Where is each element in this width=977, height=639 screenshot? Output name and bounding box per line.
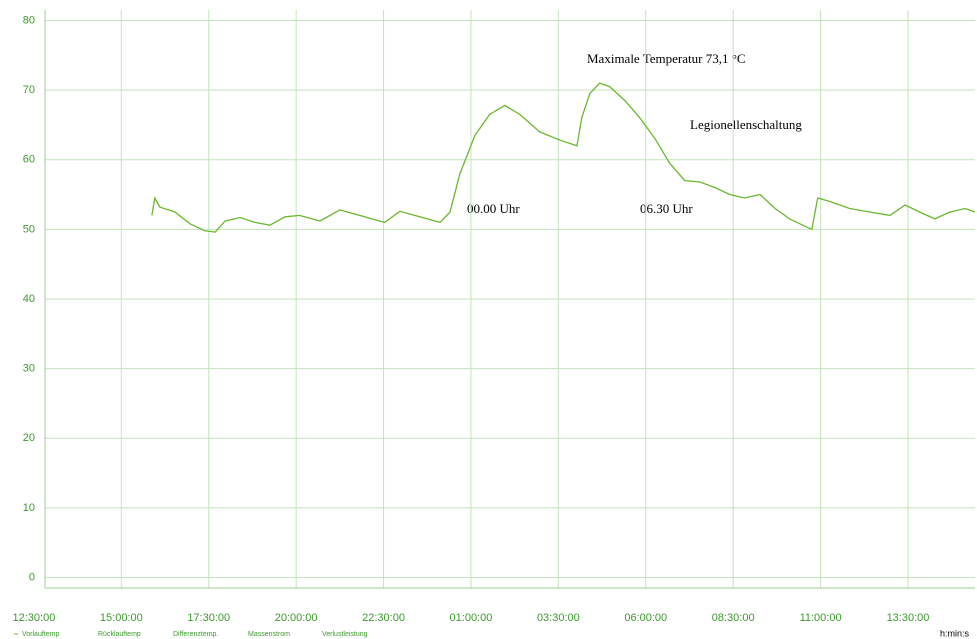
legend-entry: Massenstrom bbox=[248, 631, 290, 638]
x-tick-label: 11:00:00 bbox=[800, 612, 842, 624]
annotation: 00.00 Uhr bbox=[467, 201, 520, 216]
x-tick-label: 20:00:00 bbox=[275, 612, 318, 624]
y-tick-label: 60 bbox=[23, 154, 35, 166]
legend-entry: Vorlauftemp bbox=[22, 631, 59, 638]
y-tick-label: 80 bbox=[23, 14, 35, 26]
x-tick-label: 03:30:00 bbox=[537, 612, 580, 624]
legend-entry: Differenztemp. bbox=[173, 631, 218, 638]
x-axis-label: h:min:s bbox=[940, 628, 970, 638]
legend-entry: Rücklauftemp bbox=[98, 631, 141, 638]
y-tick-label: 30 bbox=[23, 363, 35, 375]
y-tick-label: 10 bbox=[23, 502, 35, 514]
x-tick-label: 13:30:00 bbox=[887, 612, 930, 624]
x-tick-label: 15:00:00 bbox=[100, 612, 143, 624]
x-tick-label: 17:30:00 bbox=[187, 612, 230, 624]
annotation: 06.30 Uhr bbox=[640, 201, 693, 216]
x-tick-label: 22:30:00 bbox=[362, 612, 405, 624]
y-tick-label: 0 bbox=[29, 571, 35, 583]
x-tick-label: 01:00:00 bbox=[450, 612, 493, 624]
legend-entry: Verlustleistung bbox=[322, 631, 368, 638]
y-tick-label: 20 bbox=[23, 432, 35, 444]
y-tick-label: 70 bbox=[23, 84, 35, 96]
annotation: Legionellenschaltung bbox=[690, 117, 802, 132]
x-tick-label: 08:30:00 bbox=[712, 612, 755, 624]
y-tick-label: 50 bbox=[23, 223, 35, 235]
x-tick-label: 06:00:00 bbox=[624, 612, 667, 624]
x-tick-label: 12:30:00 bbox=[13, 612, 56, 624]
y-tick-label: 40 bbox=[23, 293, 35, 305]
annotation: Maximale Temperatur 73,1 °C bbox=[587, 51, 746, 66]
data-line bbox=[151, 82, 976, 233]
